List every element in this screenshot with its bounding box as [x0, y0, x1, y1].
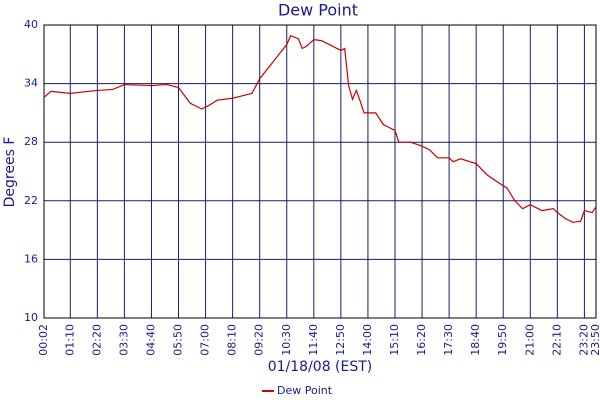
- x-tick-label: 18:40: [469, 324, 482, 356]
- x-tick-label: 17:30: [442, 324, 455, 356]
- x-tick-label: 23:50: [589, 324, 600, 356]
- x-tick-label: 07:00: [199, 324, 212, 356]
- x-tick-label: 19:50: [496, 324, 509, 356]
- x-tick-label: 23:20: [577, 324, 590, 356]
- x-tick-label: 22:10: [550, 324, 563, 356]
- plot-border: [43, 24, 597, 319]
- x-tick-label: 15:10: [388, 324, 401, 356]
- y-tick-label: 34: [24, 77, 38, 90]
- y-tick-label: 40: [24, 18, 38, 31]
- x-tick-label: 11:40: [307, 324, 320, 356]
- x-tick-label: 09:20: [253, 324, 266, 356]
- x-tick-label: 10:30: [280, 324, 293, 356]
- chart-title: Dew Point: [278, 1, 358, 20]
- x-axis-label: 01/18/08 (EST): [268, 359, 373, 375]
- x-tick-label: 08:10: [226, 324, 239, 356]
- x-tick-label: 00:02: [37, 324, 50, 356]
- y-tick-label: 28: [24, 135, 38, 148]
- data-line: [43, 34, 597, 223]
- x-tick-label: 21:00: [523, 324, 536, 356]
- y-axis-label: Degrees F: [2, 137, 18, 208]
- legend-label: Dew Point: [277, 384, 333, 397]
- x-tick-label: 04:40: [144, 324, 157, 356]
- y-tick-label: 10: [24, 311, 38, 324]
- x-tick-label: 03:30: [117, 324, 130, 356]
- y-tick-label: 22: [24, 194, 38, 207]
- x-tick-label: 16:20: [415, 324, 428, 356]
- x-tick-label: 05:50: [172, 324, 185, 356]
- y-tick-label: 16: [24, 252, 38, 265]
- x-tick-label: 12:50: [334, 324, 347, 356]
- x-tick-label: 01:10: [63, 324, 76, 356]
- x-tick-label: 14:00: [361, 324, 374, 356]
- x-tick-label: 02:20: [90, 324, 103, 356]
